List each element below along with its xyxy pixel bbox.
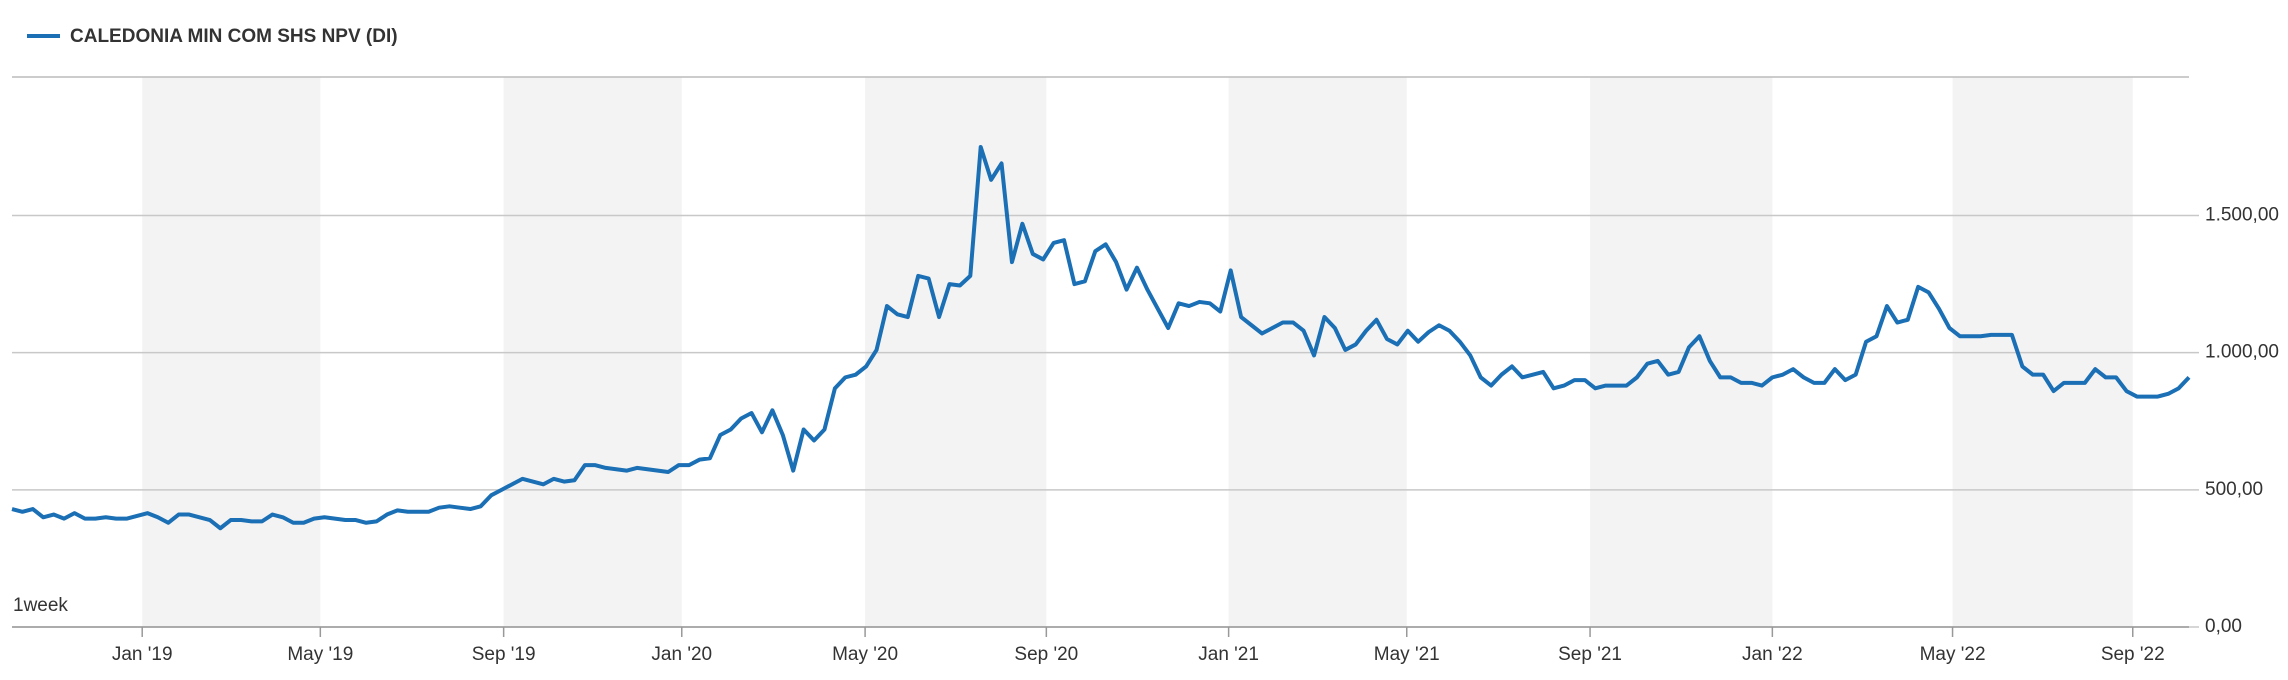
x-tick-label: Sep '22 [2101,644,2165,665]
x-tick-label: Sep '20 [1014,644,1078,665]
price-line [11,144,2191,531]
y-tick-label: 1.000,00 [2205,342,2279,363]
x-tick-label: May '21 [1374,644,1440,665]
y-tick-label: 0,00 [2205,616,2242,637]
x-tick-label: May '19 [287,644,353,665]
x-tick-label: Sep '19 [472,644,536,665]
y-tick-label: 500,00 [2205,479,2263,500]
interval-label: 1week [13,595,68,616]
x-tick-label: May '22 [1920,644,1986,665]
x-tick-label: Jan '20 [651,644,712,665]
x-tick-label: Sep '21 [1558,644,1622,665]
x-tick-label: Jan '22 [1742,644,1803,665]
x-tick-label: Jan '21 [1198,644,1259,665]
x-tick-label: Jan '19 [112,644,173,665]
x-tick-label: May '20 [832,644,898,665]
legend-label[interactable]: CALEDONIA MIN COM SHS NPV (DI) [70,26,398,47]
y-tick-label: 1.500,00 [2205,205,2279,226]
